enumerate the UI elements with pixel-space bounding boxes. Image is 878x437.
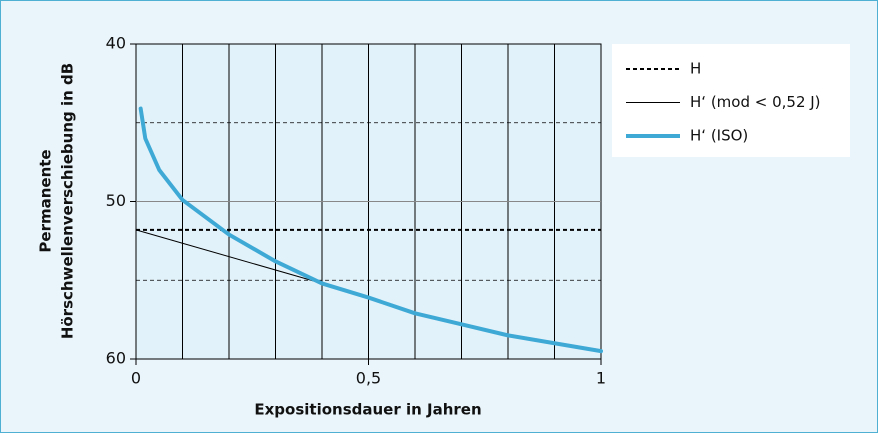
x-tick-label: 1 xyxy=(596,369,606,388)
x-tick-label: 0,5 xyxy=(356,369,381,388)
y-axis-label: Permanente xyxy=(37,149,55,252)
series-line xyxy=(135,229,323,284)
legend-box xyxy=(612,44,850,157)
x-tick-label: 0 xyxy=(131,369,141,388)
series-line xyxy=(138,106,603,354)
y-tick-label: 50 xyxy=(106,191,126,210)
legend-label: H xyxy=(690,60,701,78)
legend-label: H‘ (ISO) xyxy=(690,127,748,145)
x-axis-label: Expositionsdauer in Jahren xyxy=(254,401,481,419)
y-tick-label: 40 xyxy=(106,34,126,53)
y-axis-label: Hörschwellenverschiebung in dB xyxy=(59,63,77,339)
legend-label: H‘ (mod < 0,52 J) xyxy=(690,93,821,111)
y-tick-label: 60 xyxy=(106,349,126,368)
